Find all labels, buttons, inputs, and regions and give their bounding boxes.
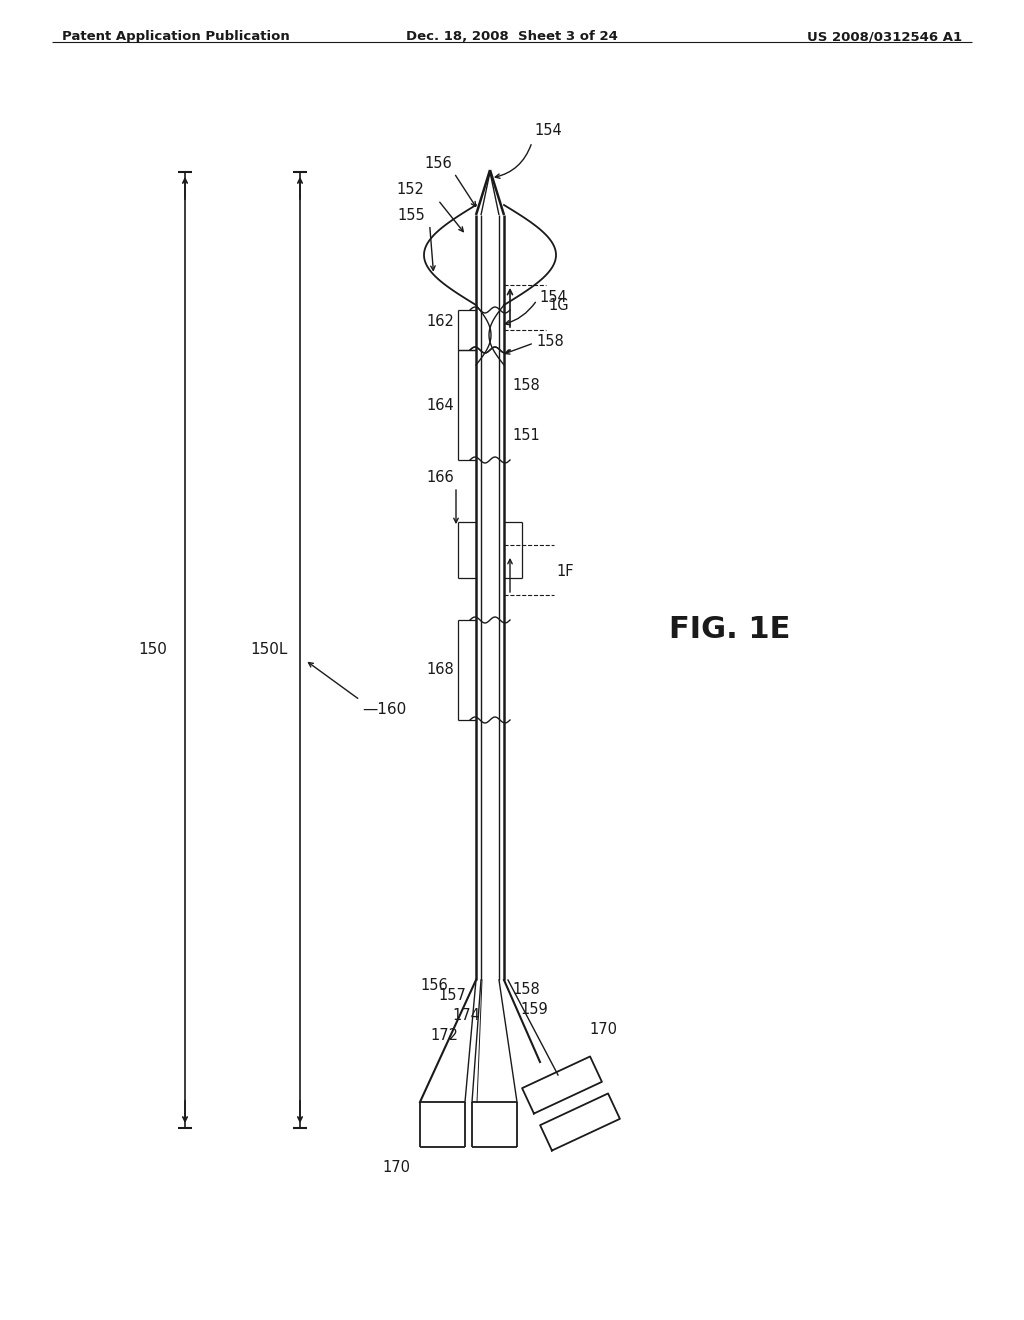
Text: 170: 170 <box>589 1023 617 1038</box>
Text: 154: 154 <box>539 289 566 305</box>
Text: 151: 151 <box>512 428 540 442</box>
Text: US 2008/0312546 A1: US 2008/0312546 A1 <box>807 30 962 44</box>
Text: —160: —160 <box>362 702 407 717</box>
Text: Dec. 18, 2008  Sheet 3 of 24: Dec. 18, 2008 Sheet 3 of 24 <box>407 30 617 44</box>
Text: 168: 168 <box>426 663 454 677</box>
Text: 172: 172 <box>430 1027 458 1043</box>
Text: 156: 156 <box>420 978 449 993</box>
Text: 162: 162 <box>426 314 454 330</box>
Text: 1G: 1G <box>548 297 568 313</box>
Text: 164: 164 <box>426 397 454 412</box>
Text: 1F: 1F <box>556 565 573 579</box>
Text: 170: 170 <box>382 1159 410 1175</box>
Text: 174: 174 <box>453 1007 480 1023</box>
Text: 150: 150 <box>138 643 167 657</box>
Text: 150L: 150L <box>251 643 288 657</box>
Text: 155: 155 <box>398 207 426 223</box>
Text: 166: 166 <box>426 470 454 484</box>
Text: 158: 158 <box>512 378 540 392</box>
Text: 154: 154 <box>534 123 562 139</box>
Text: 157: 157 <box>438 987 466 1002</box>
Text: 152: 152 <box>396 182 424 197</box>
Text: 158: 158 <box>536 334 564 348</box>
Text: FIG. 1E: FIG. 1E <box>670 615 791 644</box>
Text: 158: 158 <box>512 982 540 998</box>
Text: 159: 159 <box>520 1002 548 1018</box>
Text: Patent Application Publication: Patent Application Publication <box>62 30 290 44</box>
Text: 156: 156 <box>424 156 452 172</box>
